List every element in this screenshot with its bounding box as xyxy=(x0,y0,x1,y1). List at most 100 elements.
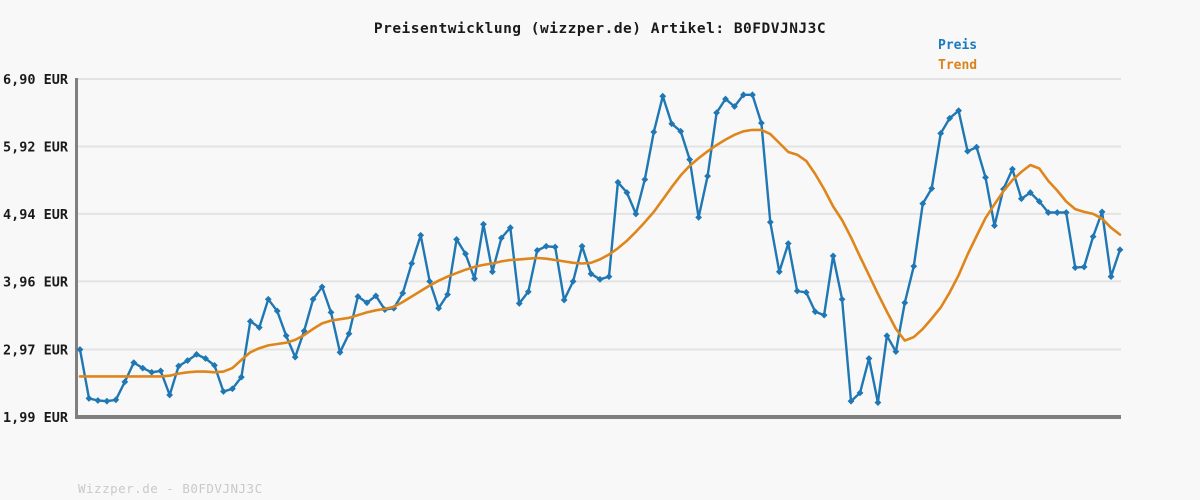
y-axis-tick-label: 6,90 EUR xyxy=(3,72,69,88)
data-point-marker xyxy=(775,268,783,276)
data-point-marker xyxy=(103,397,111,405)
data-point-marker xyxy=(489,268,496,276)
data-point-marker xyxy=(1035,198,1043,205)
data-point-marker xyxy=(1116,246,1124,254)
data-point-marker xyxy=(641,176,649,183)
data-point-marker xyxy=(408,260,416,267)
data-point-marker xyxy=(865,355,873,362)
data-point-marker xyxy=(1062,209,1070,216)
data-point-marker xyxy=(309,295,317,303)
data-point-marker xyxy=(76,346,84,353)
y-axis-tick-label: 4,94 EUR xyxy=(3,207,69,223)
data-point-marker xyxy=(1089,233,1097,241)
data-point-marker xyxy=(211,361,218,369)
data-point-marker xyxy=(614,178,622,186)
data-point-marker xyxy=(148,368,156,376)
data-point-marker xyxy=(722,95,729,103)
data-point-marker xyxy=(354,293,362,300)
data-point-marker xyxy=(928,185,936,192)
data-point-marker xyxy=(632,210,640,218)
data-point-marker xyxy=(273,307,281,315)
data-point-marker xyxy=(157,367,165,375)
data-point-marker xyxy=(471,275,478,283)
data-point-marker xyxy=(650,128,658,136)
data-point-marker xyxy=(982,174,989,181)
data-point-marker xyxy=(551,243,559,251)
data-point-marker xyxy=(910,262,918,270)
data-point-marker xyxy=(820,311,828,319)
data-point-marker xyxy=(560,296,568,304)
data-point-marker xyxy=(919,200,927,207)
data-point-marker xyxy=(596,275,604,283)
data-point-marker xyxy=(112,396,120,404)
data-point-marker xyxy=(515,300,523,307)
data-point-marker xyxy=(892,348,900,356)
data-point-marker xyxy=(1071,264,1079,272)
data-point-marker xyxy=(883,332,891,340)
data-point-marker xyxy=(462,250,469,258)
data-point-marker xyxy=(426,277,434,285)
data-point-marker xyxy=(578,242,586,250)
y-axis-tick-label: 2,97 EUR xyxy=(3,343,69,359)
data-point-marker xyxy=(784,240,792,247)
data-point-marker xyxy=(677,127,685,135)
data-point-marker xyxy=(166,391,174,399)
data-point-marker xyxy=(695,213,703,221)
data-point-marker xyxy=(453,235,460,243)
data-point-marker xyxy=(237,373,245,381)
data-point-marker xyxy=(973,143,980,151)
y-axis-tick-label: 1,99 EUR xyxy=(3,410,69,426)
data-point-marker xyxy=(130,359,138,367)
data-point-marker xyxy=(435,304,443,312)
y-axis-tick-label: 3,96 EUR xyxy=(3,274,69,290)
data-point-marker xyxy=(175,362,183,370)
data-point-marker xyxy=(686,156,694,163)
data-point-marker xyxy=(874,399,882,406)
legend-item-trend: Trend xyxy=(938,58,978,73)
data-point-marker xyxy=(264,295,272,303)
data-point-marker xyxy=(955,107,963,115)
data-point-marker xyxy=(121,378,129,386)
data-point-marker xyxy=(1080,263,1088,271)
data-point-marker xyxy=(85,395,93,402)
data-point-marker xyxy=(318,283,326,291)
data-point-marker xyxy=(533,247,541,254)
data-point-marker xyxy=(282,332,290,340)
data-point-marker xyxy=(757,119,765,127)
data-point-marker xyxy=(202,355,209,362)
chart-legend: Preis Trend xyxy=(938,39,977,72)
legend-item-preis: Preis xyxy=(938,38,978,53)
data-point-marker xyxy=(1009,165,1016,173)
data-point-marker xyxy=(1107,273,1115,280)
data-point-marker xyxy=(829,252,837,260)
data-point-marker xyxy=(1026,189,1034,196)
y-axis-tick-label: 5,92 EUR xyxy=(3,139,69,155)
data-point-marker xyxy=(946,114,954,122)
data-point-marker xyxy=(1053,209,1061,216)
data-point-marker xyxy=(345,330,353,338)
data-point-marker xyxy=(229,385,236,393)
data-point-marker xyxy=(856,389,864,397)
data-point-marker xyxy=(749,91,756,99)
data-point-marker xyxy=(838,295,846,303)
data-point-marker xyxy=(480,220,487,228)
data-point-marker xyxy=(444,291,451,298)
data-point-marker xyxy=(220,388,227,395)
data-point-marker xyxy=(246,317,254,325)
data-point-marker xyxy=(399,289,407,297)
data-point-marker xyxy=(713,109,720,117)
data-point-marker xyxy=(659,92,667,100)
data-point-marker xyxy=(605,273,613,280)
data-point-marker xyxy=(417,231,425,239)
data-point-marker xyxy=(94,397,102,404)
data-point-marker xyxy=(793,287,801,295)
data-point-marker xyxy=(184,357,191,364)
data-point-marker xyxy=(587,270,595,278)
series-line-preis xyxy=(78,93,1122,404)
data-point-marker xyxy=(847,397,855,405)
data-point-marker xyxy=(1017,195,1025,203)
data-point-marker xyxy=(542,242,550,250)
data-point-marker xyxy=(668,120,676,128)
data-point-marker xyxy=(569,277,577,285)
data-point-marker xyxy=(937,129,945,137)
